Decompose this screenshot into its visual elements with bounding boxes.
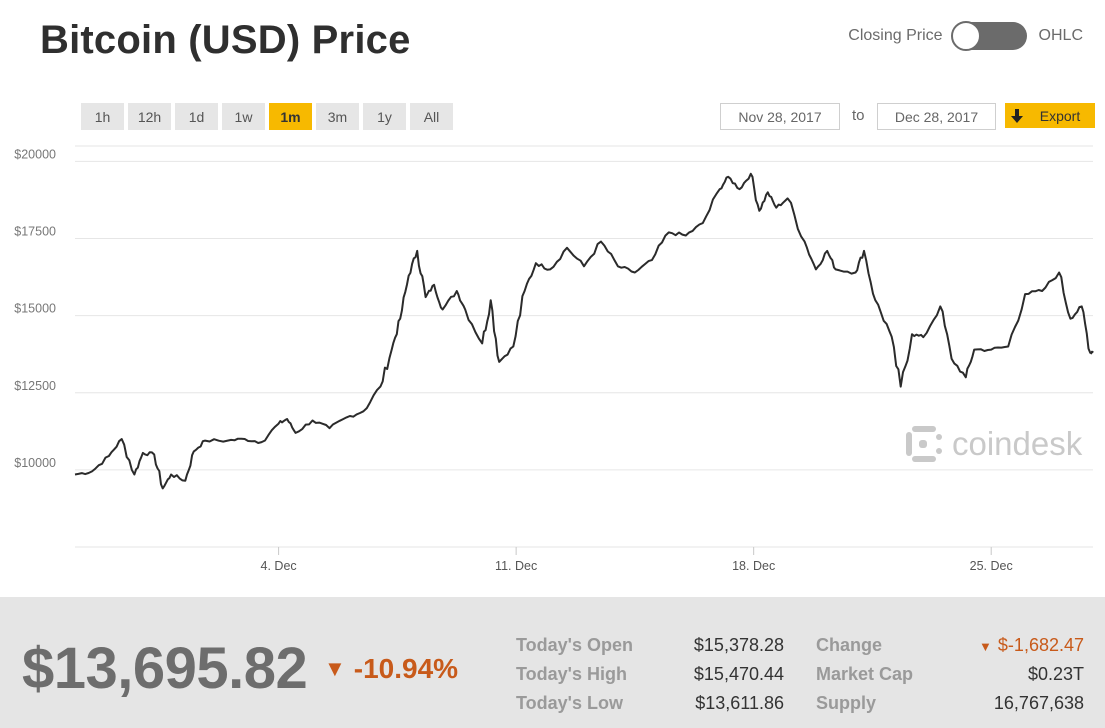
range-button-1w[interactable]: 1w [222, 103, 265, 130]
range-button-1h[interactable]: 1h [81, 103, 124, 130]
y-tick-label: $15000 [14, 302, 56, 316]
stat-value: 16,767,638 [993, 693, 1084, 713]
range-button-1m[interactable]: 1m [269, 103, 312, 130]
current-price: $13,695.82 [22, 636, 308, 701]
price-series-line [74, 172, 1094, 490]
stat-row-change: Change ▼ $-1,682.47 [816, 631, 1084, 660]
stat-value: $0.23T [1027, 664, 1084, 684]
watermark-text: coindesk [952, 425, 1083, 462]
x-tick-label: 11. Dec [495, 559, 537, 573]
stat-label: Today's Open [516, 635, 633, 655]
x-axis: 4. Dec 11. Dec 18. Dec 25. Dec [75, 546, 1093, 573]
daily-stats: Today's Open $15,378.28 Today's High $15… [516, 631, 784, 718]
price-mode-toggle[interactable]: Closing Price OHLC [848, 21, 1083, 51]
price-mode-switch[interactable] [950, 21, 1027, 51]
stat-value: ▼ $-1,682.47 [946, 635, 1084, 656]
download-arrow-icon [1005, 108, 1029, 123]
stat-row-high: Today's High $15,470.44 [516, 660, 784, 689]
stat-row-low: Today's Low $13,611.86 [516, 689, 784, 718]
switch-knob[interactable] [950, 21, 981, 51]
export-label: Export [1039, 107, 1081, 124]
export-button[interactable]: Export [1005, 103, 1095, 128]
page-title: Bitcoin (USD) Price [40, 18, 411, 62]
stat-row-market-cap: Market Cap $0.23T [816, 660, 1084, 689]
stat-label: Today's Low [516, 693, 623, 713]
x-tick-label: 4. Dec [261, 559, 297, 573]
stat-label: Change [816, 635, 883, 655]
x-tick-label: 25. Dec [970, 559, 1013, 573]
change-percent-value: -10.94% [353, 653, 459, 684]
end-date-input[interactable]: Dec 28, 2017 [877, 103, 996, 130]
ohlc-label: OHLC [1038, 27, 1083, 44]
stat-label: Market Cap [816, 664, 914, 684]
price-chart[interactable]: $10000 $12500 $15000 $17500 $20000 4. Dec 11.… [0, 140, 1105, 580]
start-date-input[interactable]: Nov 28, 2017 [720, 103, 840, 130]
y-axis: $10000 $12500 $15000 $17500 $20000 [14, 147, 56, 469]
x-tick-label: 18. Dec [732, 559, 775, 573]
stat-label: Supply [816, 693, 877, 713]
y-tick-label: $20000 [14, 147, 56, 161]
closing-price-label: Closing Price [848, 27, 943, 44]
change-percent: ▼ -10.94% [324, 653, 458, 685]
price-summary-panel: $13,695.82 ▼ -10.94% Today's Open $15,37… [0, 597, 1105, 728]
range-button-all[interactable]: All [410, 103, 453, 130]
stat-label: Today's High [516, 664, 627, 684]
y-tick-label: $17500 [14, 225, 56, 239]
chart-grid [75, 145, 1093, 471]
range-button-3m[interactable]: 3m [316, 103, 359, 130]
range-button-1d[interactable]: 1d [175, 103, 218, 130]
stat-value: $15,470.44 [693, 664, 784, 684]
down-triangle-icon: ▼ [324, 656, 346, 681]
stat-value: $13,611.86 [695, 693, 784, 713]
stat-row-supply: Supply 16,767,638 [816, 689, 1084, 718]
change-down-icon: ▼ [979, 639, 992, 654]
market-stats: Change ▼ $-1,682.47 Market Cap $0.23T Sup… [816, 631, 1084, 718]
y-tick-label: $10000 [14, 456, 56, 470]
change-value: $-1,682.47 [997, 635, 1084, 655]
range-button-1y[interactable]: 1y [363, 103, 406, 130]
stat-value: $15,378.28 [693, 635, 784, 655]
coindesk-logo-icon [906, 426, 942, 462]
date-separator: to [852, 107, 865, 124]
range-button-12h[interactable]: 12h [128, 103, 171, 130]
stat-row-open: Today's Open $15,378.28 [516, 631, 784, 660]
y-tick-label: $12500 [14, 379, 56, 393]
range-selector: 1h 12h 1d 1w 1m 3m 1y All [81, 103, 453, 130]
coindesk-watermark: coindesk [906, 425, 1082, 463]
